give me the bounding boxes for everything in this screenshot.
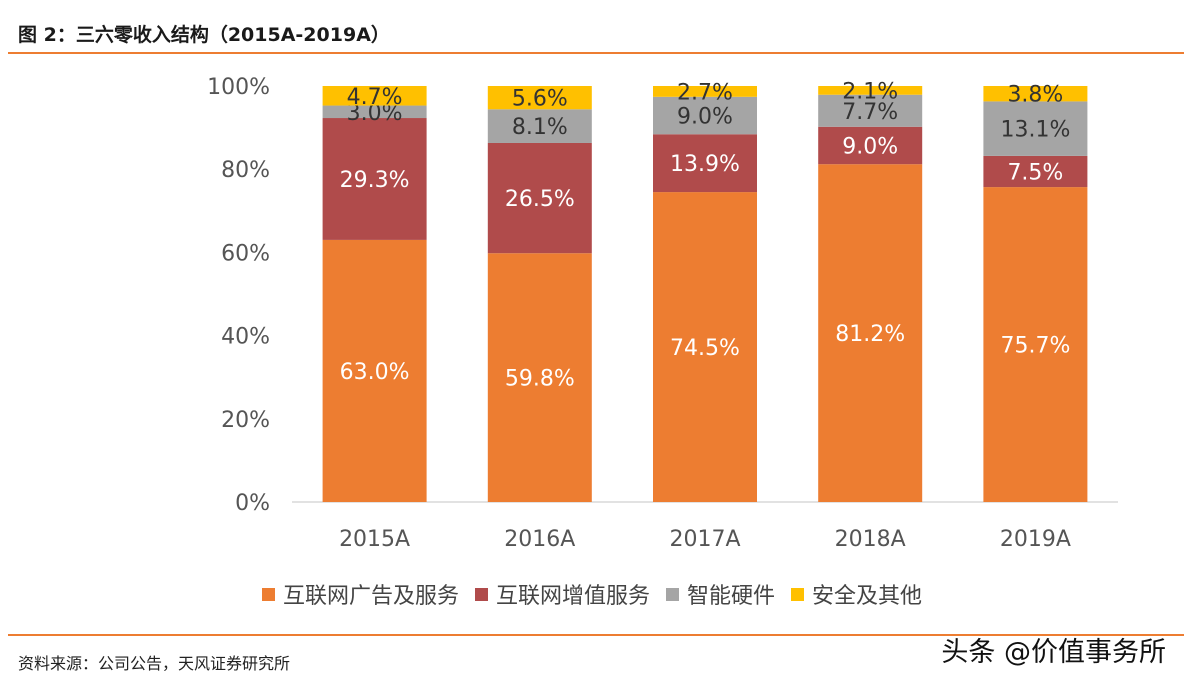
data-label: 9.0% (842, 134, 898, 159)
data-label: 74.5% (670, 336, 740, 361)
x-tick-label: 2015A (339, 527, 410, 552)
legend-swatch (261, 587, 275, 601)
data-label: 26.5% (505, 187, 575, 212)
data-label: 9.0% (677, 105, 733, 130)
chart-title: 图 2：三六零收入结构（2015A-2019A） (18, 24, 390, 46)
data-label: 81.2% (835, 322, 905, 347)
x-tick-label: 2017A (669, 527, 740, 552)
y-tick-label: 60% (221, 241, 270, 266)
header-rule (8, 52, 1184, 54)
bar-segment-3 (818, 94, 923, 127)
data-label: 2.7% (677, 80, 733, 105)
data-label: 75.7% (1000, 334, 1070, 359)
bar-segment-3 (487, 109, 592, 143)
data-label: 7.7% (842, 100, 898, 125)
legend-item: 安全及其他 (791, 578, 922, 610)
data-label: 5.6% (512, 87, 568, 112)
data-label: 8.1% (512, 115, 568, 140)
bar-segment-4 (653, 86, 757, 97)
y-tick-label: 40% (221, 325, 270, 350)
legend-item: 互联网增值服务 (474, 578, 650, 610)
data-label: 29.3% (340, 168, 410, 193)
bar-segment-2 (983, 155, 1088, 188)
data-label: 4.7% (347, 85, 403, 110)
x-tick-label: 2019A (1000, 527, 1071, 552)
bar-segment-1 (818, 164, 923, 502)
data-label: 63.0% (340, 360, 410, 385)
legend-label: 互联网增值服务 (495, 584, 650, 609)
bar-segment-2 (653, 134, 757, 193)
source-note: 资料来源：公司公告，天风证券研究所 (18, 654, 291, 673)
bar-segment-3 (983, 101, 1088, 156)
data-label: 7.5% (1007, 160, 1063, 185)
bar-segment-1 (653, 192, 757, 502)
bar-segment-1 (487, 253, 592, 502)
stacked-bar-chart: 0%20%40%60%80%100%63.0%29.3%3.0%4.7%2015… (207, 75, 1118, 552)
bar-segment-2 (487, 142, 592, 254)
data-label: 13.9% (670, 152, 740, 177)
legend-label: 安全及其他 (812, 584, 923, 609)
bar-segment-4 (983, 86, 1088, 102)
data-label: 59.8% (505, 367, 575, 392)
y-tick-label: 20% (221, 408, 270, 433)
data-label: 13.1% (1000, 118, 1070, 143)
bar-segment-2 (322, 118, 427, 240)
bar-segment-1 (322, 239, 427, 503)
legend-label: 互联网广告及服务 (282, 584, 459, 609)
legend-swatch (791, 587, 805, 601)
data-label: 2.1% (842, 79, 898, 104)
x-tick-label: 2016A (504, 527, 575, 552)
legend-item: 智能硬件 (666, 578, 775, 610)
data-label: 3.8% (1007, 83, 1063, 108)
legend-item: 互联网广告及服务 (261, 578, 459, 610)
footer-rule (8, 634, 1184, 636)
bar-segment-3 (653, 96, 757, 135)
legend-label: 智能硬件 (687, 584, 776, 609)
bar-segment-4 (818, 86, 923, 95)
bar-segment-3 (322, 105, 427, 119)
legend-swatch (666, 587, 679, 601)
bar-segment-2 (818, 126, 923, 165)
x-tick-label: 2018A (835, 527, 906, 552)
bar-segment-1 (983, 187, 1088, 502)
y-tick-label: 0% (235, 491, 270, 516)
bar-segment-4 (322, 86, 427, 106)
bar-segment-4 (487, 86, 592, 110)
legend-swatch (474, 587, 488, 601)
y-tick-label: 80% (221, 158, 270, 183)
y-tick-label: 100% (207, 75, 270, 100)
watermark: 头条 @价值事务所 (941, 637, 1166, 668)
chart-legend: 互联网广告及服务 互联网增值服务 智能硬件 安全及其他 (0, 578, 1184, 610)
